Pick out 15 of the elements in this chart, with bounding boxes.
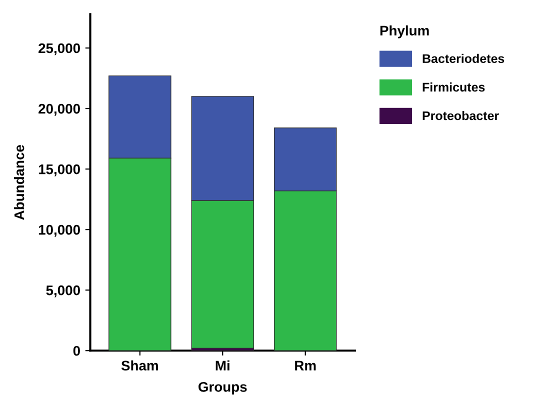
legend-label: Bacteriodetes bbox=[422, 54, 504, 64]
y-tick-label: 10,000 bbox=[38, 224, 80, 237]
x-tick-label: Sham bbox=[121, 360, 158, 371]
y-tick-label: 25,000 bbox=[38, 43, 80, 56]
y-axis-title: Abundance bbox=[14, 145, 24, 220]
legend-label: Proteobacter bbox=[422, 110, 499, 120]
y-tick-label: 5,000 bbox=[46, 285, 80, 298]
y-tick-label: 0 bbox=[73, 346, 80, 356]
legend-title: Phylum bbox=[380, 25, 429, 38]
y-tick-label: 20,000 bbox=[38, 104, 80, 116]
x-tick-label: Mi bbox=[216, 360, 230, 370]
x-axis-title: Groups bbox=[198, 382, 247, 395]
legend-label: Firmicutes bbox=[422, 82, 485, 92]
y-tick-label: 15,000 bbox=[38, 164, 80, 176]
x-tick-label: Rm bbox=[295, 360, 316, 370]
